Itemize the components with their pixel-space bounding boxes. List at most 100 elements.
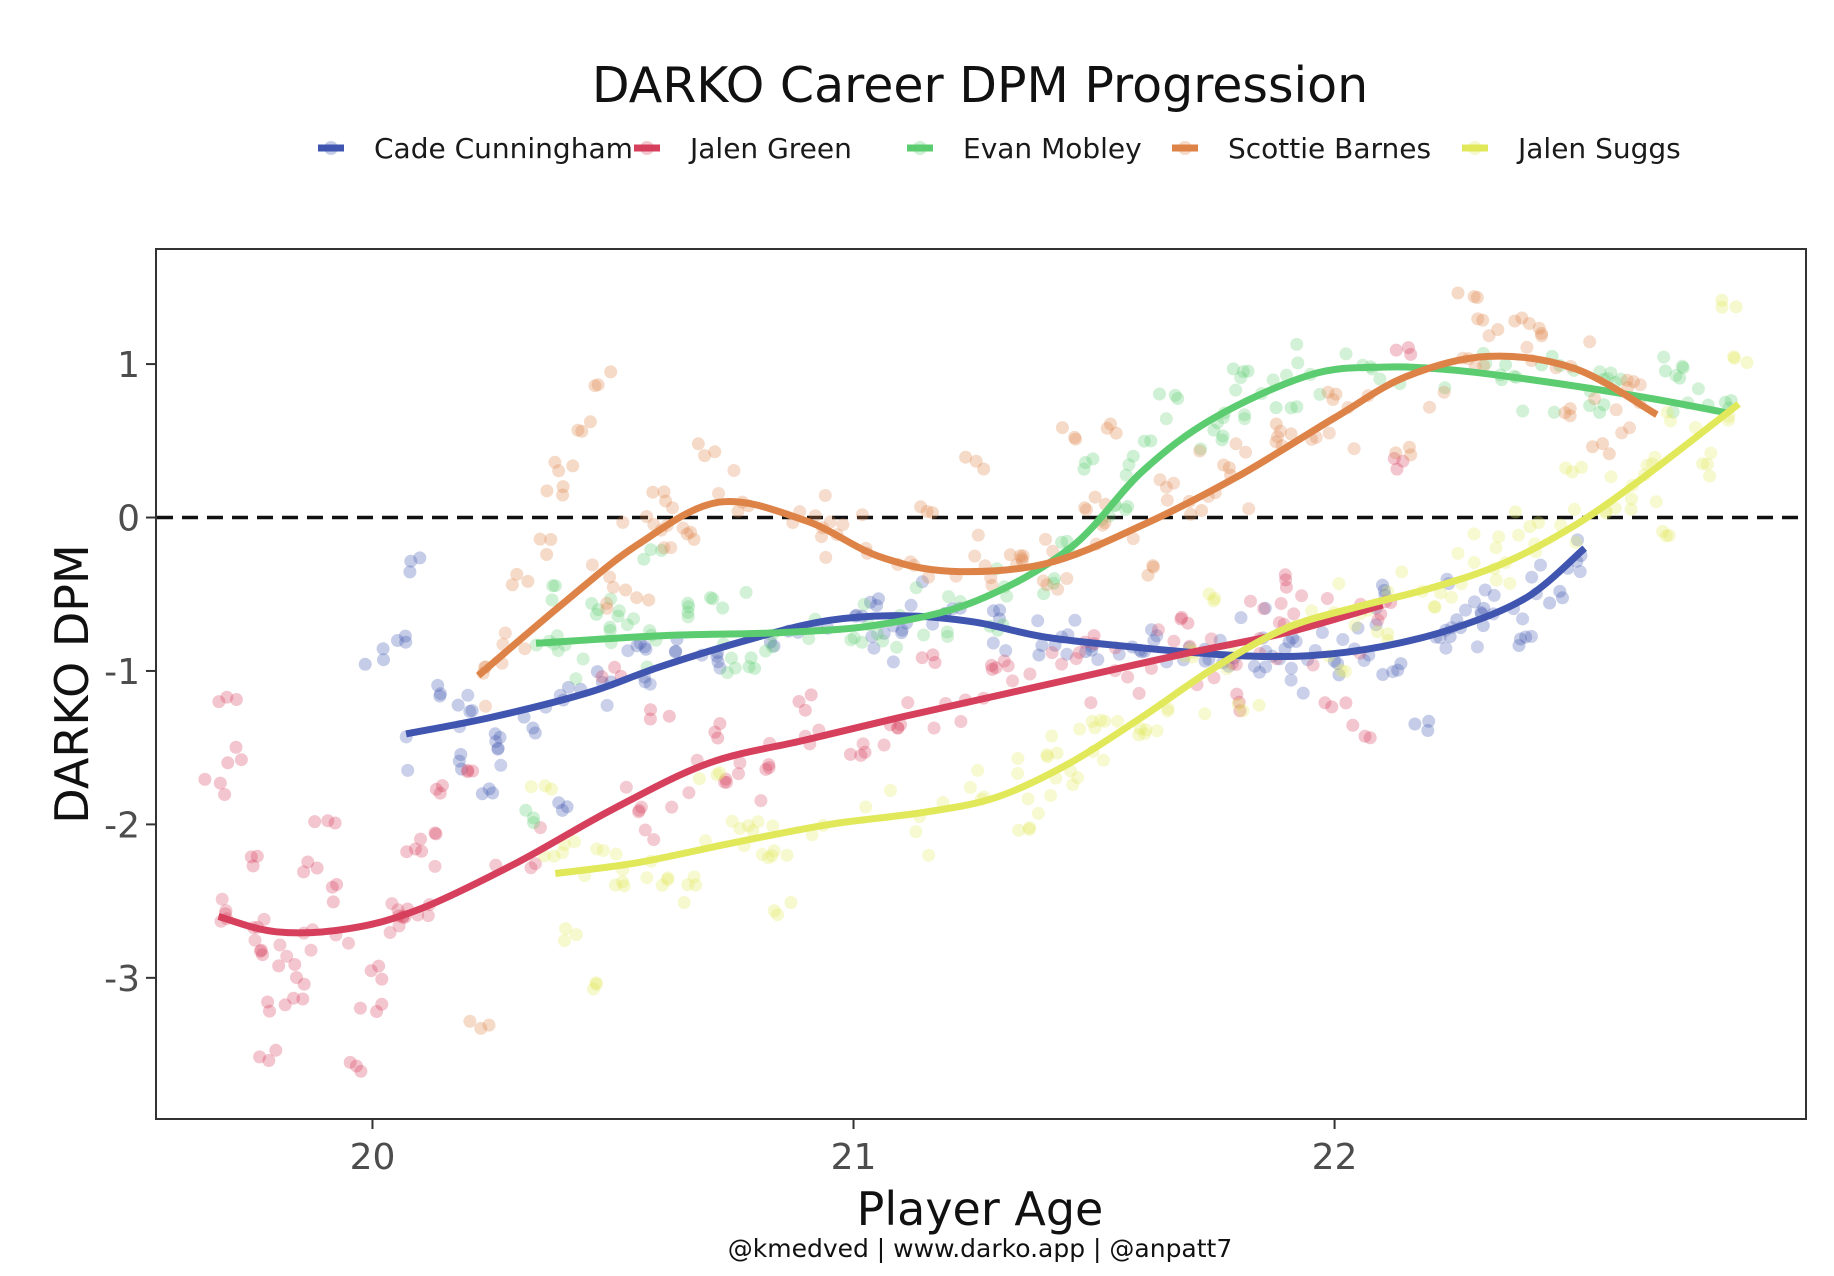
data-point (545, 593, 559, 607)
data-point (1467, 527, 1481, 541)
data-point (681, 878, 695, 892)
data-point (904, 598, 918, 612)
data-point (858, 745, 872, 759)
data-point (638, 640, 652, 654)
data-point (1184, 507, 1198, 521)
data-point (372, 959, 386, 973)
data-point (1088, 721, 1102, 735)
data-point (1291, 356, 1305, 370)
data-point (558, 934, 571, 948)
data-point (720, 775, 734, 789)
data-point (1467, 556, 1481, 569)
data-point (1068, 613, 1082, 627)
data-point (1119, 468, 1133, 482)
data-point (1649, 495, 1663, 509)
data-point (488, 727, 502, 741)
data-point (526, 721, 540, 735)
data-point (603, 570, 617, 584)
data-point (1011, 766, 1025, 780)
data-point (985, 662, 999, 676)
data-point (600, 601, 614, 615)
data-point (942, 590, 955, 604)
data-point (1369, 618, 1383, 632)
data-point (589, 977, 603, 991)
data-point (540, 548, 554, 561)
data-point (742, 819, 755, 833)
data-point (1615, 426, 1629, 440)
data-point (482, 1018, 496, 1032)
data-point (1648, 450, 1662, 464)
data-point (985, 658, 998, 672)
data-point (844, 747, 857, 761)
data-point (342, 936, 355, 950)
data-point (609, 847, 623, 861)
data-point (1266, 373, 1280, 387)
y-axis: 1 0 -1 -2 -3 (104, 345, 156, 1000)
data-point (677, 896, 691, 909)
data-point (909, 825, 923, 839)
data-point (1193, 444, 1207, 458)
data-point (1525, 570, 1539, 584)
data-point (1512, 639, 1526, 652)
data-point (1315, 626, 1329, 639)
trend-line-jalen-suggs (554, 401, 1741, 877)
data-point (742, 660, 756, 674)
data-point (1519, 630, 1533, 644)
data-point (1036, 574, 1050, 588)
data-point (1389, 446, 1403, 460)
y-tick-label: 1 (117, 345, 140, 386)
data-point (855, 635, 869, 649)
smooth-lines (217, 352, 1741, 937)
data-point (403, 565, 417, 579)
data-point (398, 629, 412, 643)
data-point (766, 819, 780, 833)
data-point (1044, 789, 1058, 802)
data-point (1055, 657, 1069, 671)
data-point (1242, 502, 1256, 516)
data-point (754, 794, 768, 808)
data-point (692, 772, 706, 786)
data-point (596, 844, 610, 857)
data-point (1269, 417, 1283, 431)
data-point (725, 814, 739, 828)
data-point (1253, 665, 1266, 679)
data-point (1660, 405, 1674, 419)
data-point (746, 824, 760, 838)
data-point (876, 634, 890, 648)
data-point (404, 554, 418, 568)
data-point (844, 633, 858, 647)
data-point (1086, 452, 1100, 466)
data-point (1015, 552, 1029, 566)
data-point (559, 922, 573, 936)
data-point (1427, 600, 1441, 614)
caption: @kmedved | www.darko.app | @anpatt7 (728, 1234, 1233, 1263)
data-point (922, 570, 935, 584)
data-point (321, 814, 335, 828)
data-point (229, 693, 243, 706)
data-point (562, 680, 575, 694)
data-point (847, 631, 861, 645)
data-point (718, 775, 731, 789)
data-point (519, 803, 533, 817)
data-point (451, 698, 465, 712)
data-point (630, 591, 644, 605)
data-point (1259, 660, 1273, 674)
data-point (256, 948, 269, 962)
data-point (491, 741, 505, 755)
data-point (1331, 657, 1345, 670)
data-point (521, 574, 535, 588)
data-point (1271, 430, 1284, 444)
data-point (687, 532, 701, 546)
data-point (1491, 323, 1505, 337)
data-point (642, 593, 656, 607)
data-point (662, 709, 676, 723)
data-point (219, 904, 233, 918)
data-point (1050, 746, 1064, 760)
data-point (1230, 687, 1244, 701)
data-point (1006, 674, 1019, 688)
data-point (609, 878, 622, 892)
data-point (1332, 668, 1346, 682)
data-point (261, 995, 275, 1009)
data-point (288, 958, 302, 971)
data-point (1269, 435, 1283, 449)
